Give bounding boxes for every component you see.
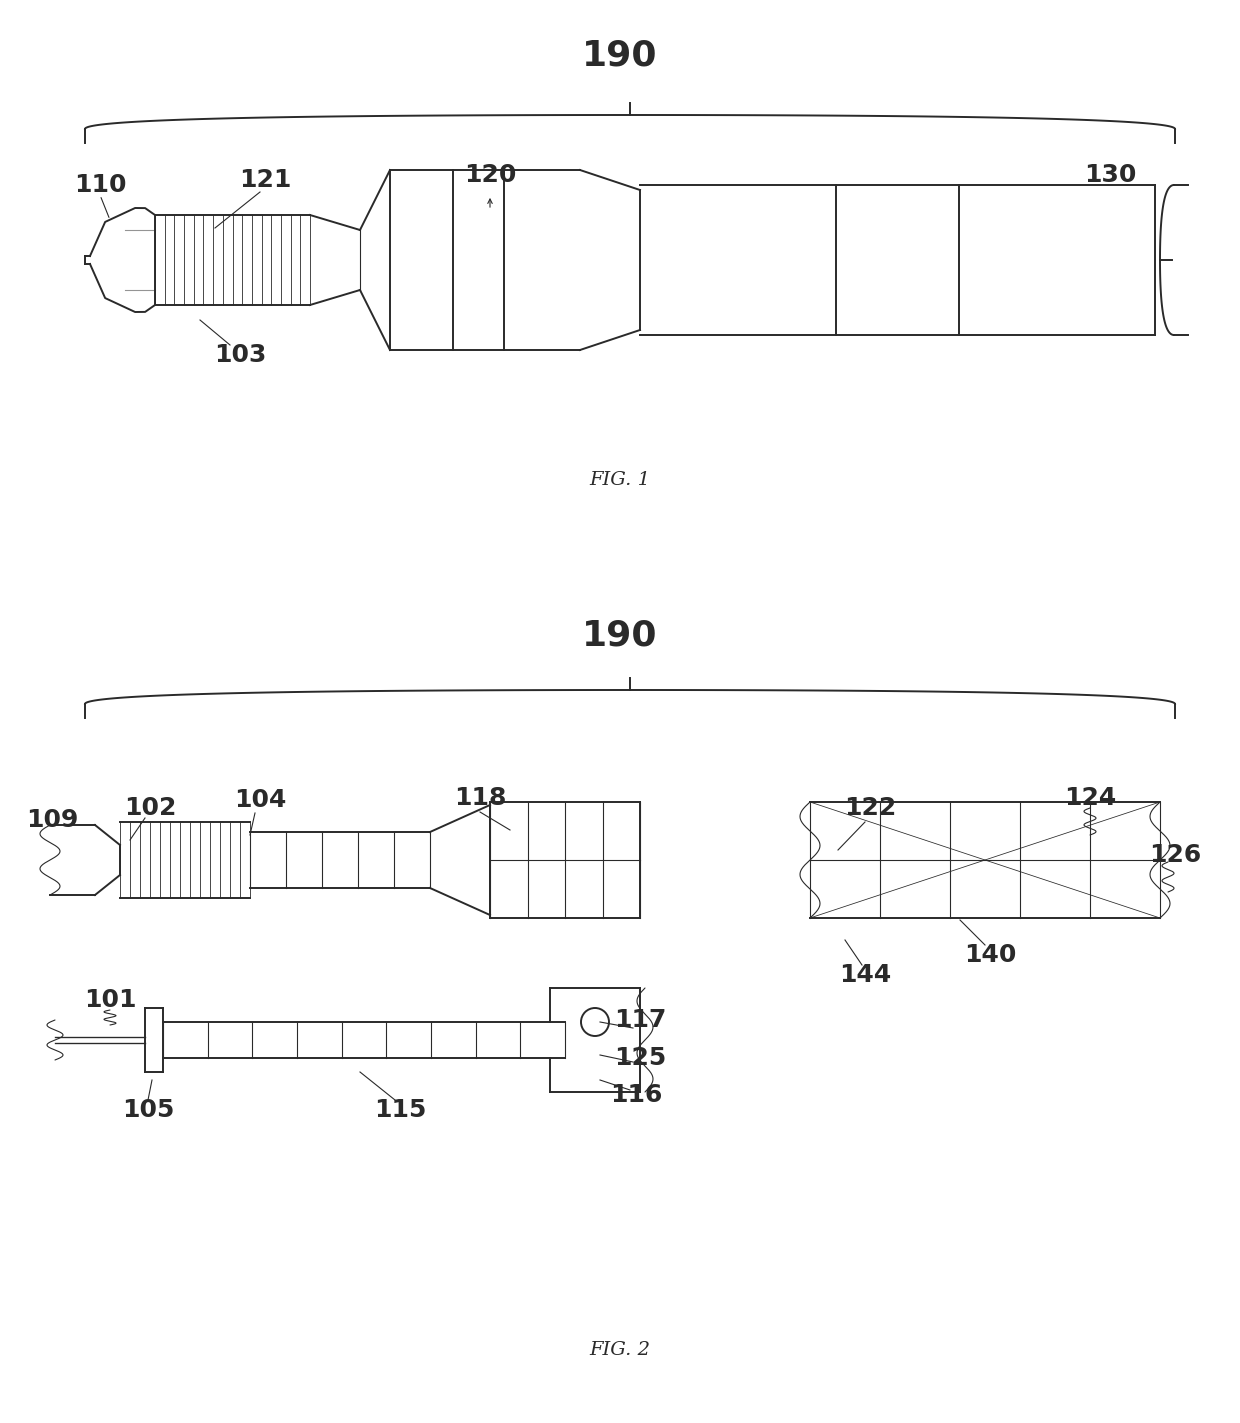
Text: 121: 121 — [239, 168, 291, 192]
Text: 124: 124 — [1064, 785, 1116, 810]
Text: 104: 104 — [234, 788, 286, 813]
Text: 190: 190 — [583, 38, 657, 73]
Text: 101: 101 — [84, 988, 136, 1012]
Text: 117: 117 — [614, 1007, 666, 1032]
Text: 118: 118 — [454, 785, 506, 810]
Text: 130: 130 — [1084, 164, 1136, 186]
Text: FIG. 2: FIG. 2 — [589, 1340, 651, 1359]
Text: 120: 120 — [464, 164, 516, 186]
Text: 122: 122 — [844, 795, 897, 820]
Text: 126: 126 — [1149, 842, 1202, 867]
Text: 103: 103 — [213, 343, 267, 367]
Text: 140: 140 — [963, 943, 1017, 968]
Text: 102: 102 — [124, 795, 176, 820]
Text: 110: 110 — [73, 174, 126, 196]
Text: 115: 115 — [373, 1099, 427, 1121]
Text: 190: 190 — [583, 618, 657, 652]
Text: 109: 109 — [26, 808, 78, 832]
Text: 125: 125 — [614, 1046, 666, 1070]
Text: 144: 144 — [839, 963, 892, 988]
Text: FIG. 1: FIG. 1 — [589, 471, 651, 490]
Text: 116: 116 — [610, 1083, 662, 1107]
Text: 105: 105 — [122, 1099, 174, 1121]
